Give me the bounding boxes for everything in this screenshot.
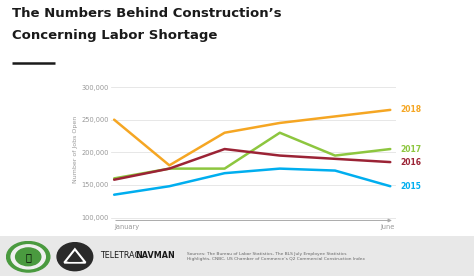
Circle shape (16, 248, 41, 266)
Text: June: June (380, 224, 395, 230)
Circle shape (11, 245, 46, 269)
Text: NAVMAN: NAVMAN (135, 251, 175, 260)
Y-axis label: Number of Jobs Open: Number of Jobs Open (73, 115, 78, 183)
Text: The Numbers Behind Construction’s: The Numbers Behind Construction’s (12, 7, 282, 20)
Text: 📊: 📊 (25, 252, 31, 262)
Text: 2016: 2016 (400, 158, 421, 167)
Text: 2018: 2018 (400, 105, 421, 114)
Polygon shape (68, 253, 82, 261)
Circle shape (7, 242, 50, 272)
Text: Sources: The Bureau of Labor Statistics, The BLS July Employee Statistics
Highli: Sources: The Bureau of Labor Statistics,… (187, 251, 365, 261)
Text: January: January (114, 224, 139, 230)
Circle shape (57, 243, 93, 271)
Text: 2017: 2017 (400, 145, 421, 153)
Text: TELETRAC: TELETRAC (100, 251, 140, 260)
Text: Concerning Labor Shortage: Concerning Labor Shortage (12, 29, 217, 42)
Text: 2015: 2015 (400, 182, 421, 191)
